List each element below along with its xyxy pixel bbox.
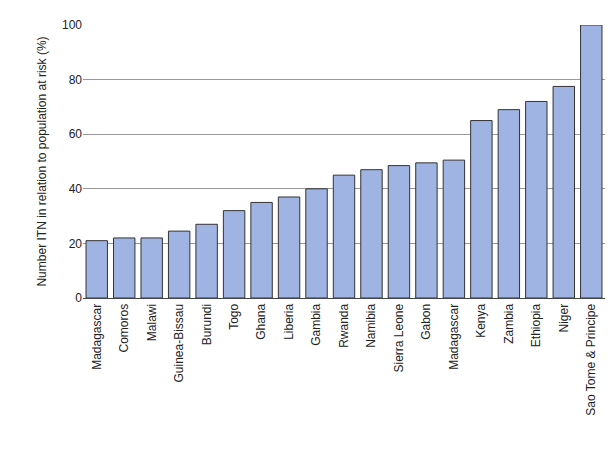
svg-text:Number ITN in relation to popu: Number ITN in relation to population at … xyxy=(35,36,49,286)
svg-text:Sierra Leone: Sierra Leone xyxy=(392,303,406,372)
svg-text:Ghana: Ghana xyxy=(254,303,268,339)
svg-text:Burundi: Burundi xyxy=(200,304,214,345)
svg-text:Niger: Niger xyxy=(557,304,571,333)
svg-text:Namibia: Namibia xyxy=(364,303,378,347)
svg-text:Kenya: Kenya xyxy=(474,303,488,337)
svg-text:Gambia: Gambia xyxy=(309,303,323,345)
svg-text:40: 40 xyxy=(69,182,83,196)
svg-text:Comoros: Comoros xyxy=(117,304,131,353)
svg-text:Guinea-Bissau: Guinea-Bissau xyxy=(172,304,186,383)
svg-text:Ethiopia: Ethiopia xyxy=(529,303,543,347)
svg-text:Zambia: Zambia xyxy=(502,303,516,343)
svg-text:100: 100 xyxy=(62,18,82,32)
svg-text:0: 0 xyxy=(75,291,82,305)
svg-text:Liberia: Liberia xyxy=(282,303,296,339)
svg-text:Madagascar: Madagascar xyxy=(447,304,461,370)
svg-text:20: 20 xyxy=(69,237,83,251)
svg-text:Sao Tome & Principe: Sao Tome & Principe xyxy=(584,303,598,415)
svg-text:Malawi: Malawi xyxy=(145,304,159,341)
svg-text:Togo: Togo xyxy=(227,303,241,329)
svg-text:Rwanda: Rwanda xyxy=(337,303,351,347)
svg-text:Gabon: Gabon xyxy=(419,304,433,340)
svg-text:Madagascar: Madagascar xyxy=(90,304,104,370)
svg-text:80: 80 xyxy=(69,73,83,87)
svg-text:60: 60 xyxy=(69,127,83,141)
